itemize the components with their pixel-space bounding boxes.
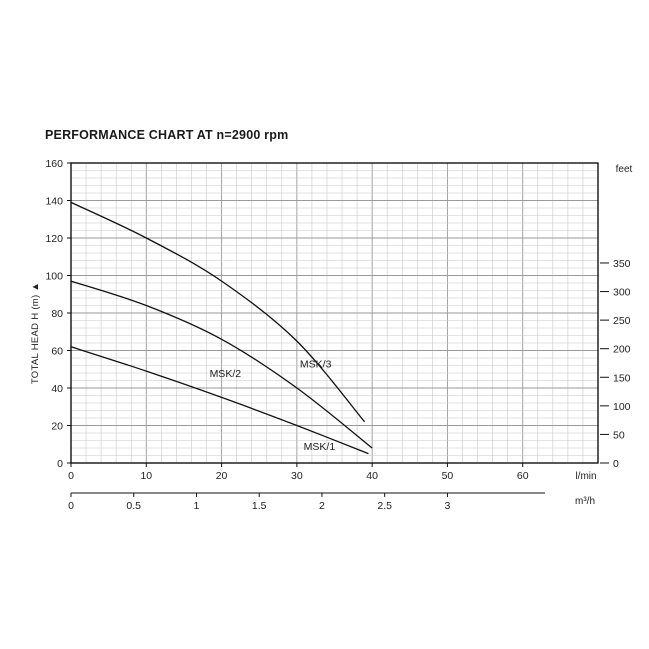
x2-tick-label: 0 — [68, 500, 74, 512]
x-tick-label: 40 — [366, 470, 378, 482]
x2-tick-label: 1 — [194, 500, 200, 512]
series-label-msk-1: MSK/1 — [304, 441, 336, 453]
series-line-msk-3 — [70, 201, 366, 423]
x-tick-label: 0 — [68, 470, 74, 482]
y-tick-label: 40 — [51, 383, 63, 395]
x-tick-label: 50 — [442, 470, 454, 482]
x2-tick-label: 3 — [445, 500, 451, 512]
y-tick-label: 60 — [51, 346, 63, 358]
x-unit-label: l/min — [575, 471, 596, 482]
y-tick-label: 120 — [45, 233, 63, 245]
x-tick-label: 30 — [291, 470, 303, 482]
x2-tick-label: 2 — [319, 500, 325, 512]
y2-tick-label: 300 — [613, 287, 631, 299]
y2-tick-label: 100 — [613, 401, 631, 413]
y-axis-title: TOTAL HEAD H (m) ▲ — [30, 282, 41, 384]
y2-tick-label: 150 — [613, 372, 631, 384]
chart-title: PERFORMANCE CHART AT n=2900 rpm — [45, 128, 289, 142]
x2-tick-label: 2.5 — [377, 500, 392, 512]
y-tick-label: 80 — [51, 308, 63, 320]
y-tick-label: 0 — [57, 458, 63, 470]
x-tick-label: 10 — [140, 470, 152, 482]
y2-unit-label: feet — [616, 164, 633, 175]
x2-tick-label: 0.5 — [126, 500, 141, 512]
series-label-msk-3: MSK/3 — [300, 358, 332, 370]
y2-tick-label: 250 — [613, 315, 631, 327]
x-tick-label: 20 — [216, 470, 228, 482]
y2-tick-label: 50 — [613, 429, 625, 441]
y2-tick-label: 350 — [613, 258, 631, 270]
y-tick-label: 20 — [51, 421, 63, 433]
x2-unit-label: m³/h — [575, 496, 595, 507]
y-tick-label: 140 — [45, 196, 63, 208]
y2-tick-label: 0 — [613, 458, 619, 470]
x2-tick-label: 1.5 — [252, 500, 267, 512]
y-tick-label: 100 — [45, 271, 63, 283]
series-line-msk-2 — [70, 280, 373, 449]
y-tick-label: 160 — [45, 158, 63, 170]
x-tick-label: 60 — [517, 470, 529, 482]
series-label-msk-2: MSK/2 — [210, 368, 242, 380]
y2-tick-label: 200 — [613, 344, 631, 356]
series-line-msk-1 — [70, 346, 369, 455]
